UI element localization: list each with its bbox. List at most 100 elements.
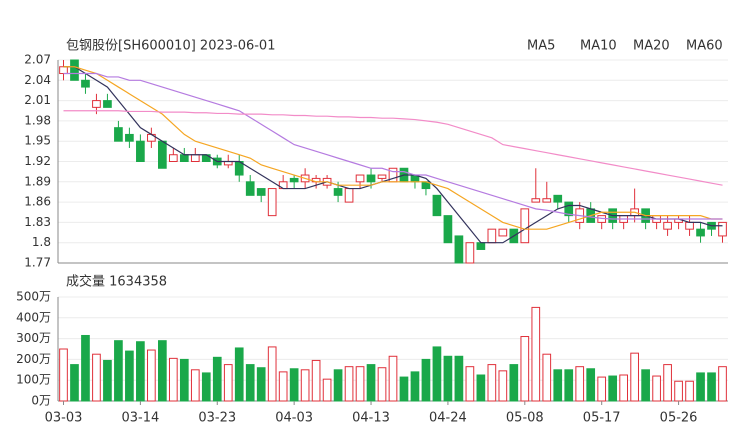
candle-body bbox=[520, 208, 530, 244]
x-tick-label: 04-24 bbox=[429, 411, 467, 426]
candle-body bbox=[366, 174, 376, 183]
y-tick-label: 1.92 bbox=[24, 154, 51, 168]
candle-body bbox=[564, 201, 574, 217]
volume-bar bbox=[641, 369, 650, 402]
candle-body bbox=[168, 154, 178, 163]
y-tick-label: 2.07 bbox=[24, 53, 51, 67]
volume-bar bbox=[542, 353, 552, 402]
volume-bar bbox=[432, 346, 442, 402]
candle-body bbox=[663, 221, 672, 230]
volume-bar bbox=[718, 366, 727, 402]
volume-bar bbox=[344, 366, 354, 402]
y-tick-label: 1.95 bbox=[24, 134, 51, 148]
candle-body bbox=[696, 228, 705, 237]
volume-bar bbox=[114, 340, 123, 402]
volume-bar bbox=[168, 357, 178, 402]
y-tick-label: 0万 bbox=[31, 394, 51, 408]
volume-bar bbox=[454, 355, 464, 402]
candle-body bbox=[59, 66, 68, 75]
ma-line bbox=[63, 66, 723, 244]
volume-bar bbox=[223, 364, 233, 402]
candle-body bbox=[498, 228, 508, 237]
candle-body bbox=[125, 133, 134, 142]
y-tick-label: 200万 bbox=[16, 352, 51, 366]
x-tick-label: 04-13 bbox=[352, 411, 390, 426]
volume-bar bbox=[575, 366, 585, 402]
volume-bar bbox=[212, 356, 222, 402]
candle-body bbox=[718, 221, 727, 237]
volume-bar bbox=[509, 364, 519, 402]
y-tick-label: 1.86 bbox=[24, 195, 51, 209]
volume-bar bbox=[553, 369, 563, 402]
volume-title: 成交量 1634358 bbox=[66, 274, 167, 290]
y-tick-label: 2.01 bbox=[24, 93, 51, 107]
volume-bar bbox=[179, 358, 189, 402]
volume-bar bbox=[136, 341, 145, 402]
volume-bar bbox=[300, 369, 310, 402]
volume-bar bbox=[388, 355, 398, 402]
volume-bar bbox=[630, 352, 639, 402]
legend-label: MA5 bbox=[527, 39, 555, 54]
candle-body bbox=[70, 59, 79, 81]
candle-body bbox=[377, 174, 387, 179]
volume-bar bbox=[564, 369, 574, 402]
candle-body bbox=[267, 188, 277, 217]
volume-bar bbox=[707, 372, 716, 402]
x-tick-label: 03-23 bbox=[198, 411, 236, 426]
volume-bar bbox=[487, 364, 497, 402]
volume-bar bbox=[59, 348, 68, 402]
volume-bar bbox=[652, 375, 661, 402]
y-tick-label: 1.83 bbox=[24, 215, 51, 229]
y-tick-label: 1.98 bbox=[24, 113, 51, 127]
volume-bar bbox=[311, 359, 321, 402]
volume-bar bbox=[256, 367, 266, 402]
candle-body bbox=[454, 235, 464, 264]
volume-bar bbox=[498, 370, 508, 402]
volume-bar bbox=[377, 367, 387, 402]
candle-body bbox=[432, 194, 442, 217]
volume-bar bbox=[103, 359, 112, 402]
y-tick-label: 2.04 bbox=[24, 73, 51, 87]
candle-body bbox=[256, 188, 266, 196]
ma-line bbox=[63, 66, 723, 230]
volume-bar bbox=[70, 364, 79, 402]
volume-bar bbox=[619, 374, 628, 402]
volume-bar bbox=[421, 358, 431, 402]
volume-bar bbox=[355, 366, 365, 402]
candle-body bbox=[476, 242, 486, 250]
candle-body bbox=[190, 154, 200, 163]
ma-line bbox=[63, 110, 723, 186]
candle-body bbox=[685, 221, 694, 230]
y-tick-label: 400万 bbox=[16, 310, 51, 324]
y-tick-label: 300万 bbox=[16, 331, 51, 345]
x-tick-label: 03-14 bbox=[121, 411, 159, 426]
x-tick-label: 05-08 bbox=[506, 411, 544, 426]
volume-bar bbox=[81, 334, 90, 402]
volume-bar bbox=[147, 349, 156, 402]
candle-body bbox=[355, 174, 365, 183]
candle-body bbox=[103, 100, 112, 108]
y-tick-label: 1.77 bbox=[24, 256, 51, 270]
volume-bar bbox=[333, 369, 343, 402]
candle-body bbox=[114, 127, 123, 142]
x-tick-label: 05-17 bbox=[583, 411, 621, 426]
candle-body bbox=[136, 140, 145, 162]
candle-body bbox=[92, 100, 101, 108]
volume-bar bbox=[476, 374, 486, 402]
candle-body bbox=[245, 181, 255, 196]
y-tick-label: 100万 bbox=[16, 373, 51, 387]
x-tick-label: 05-26 bbox=[660, 411, 698, 426]
volume-bar bbox=[125, 350, 134, 402]
volume-bar bbox=[158, 340, 167, 402]
volume-bar bbox=[366, 364, 376, 402]
x-tick-label: 04-03 bbox=[275, 411, 313, 426]
legend-label: MA10 bbox=[580, 39, 617, 54]
chart-title: 包钢股份[SH600010] 2023-06-01 bbox=[66, 39, 275, 54]
volume-bar bbox=[289, 368, 299, 402]
volume-bar bbox=[399, 376, 409, 402]
volume-bar bbox=[267, 346, 277, 402]
candle-body bbox=[487, 228, 497, 244]
candle-body bbox=[333, 188, 343, 196]
legend-label: MA20 bbox=[633, 39, 670, 54]
